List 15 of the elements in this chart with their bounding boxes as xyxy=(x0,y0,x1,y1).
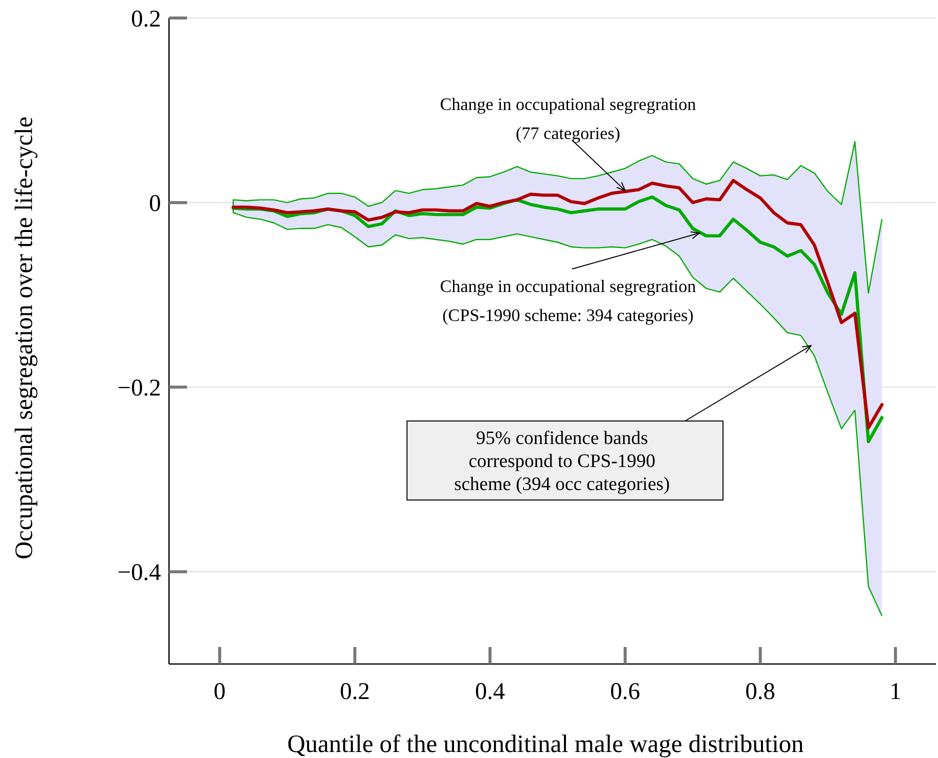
x-axis-title: Quantile of the unconditinal male wage distribution xyxy=(287,731,804,758)
x-tick-label: 0.6 xyxy=(610,679,640,705)
y-tick-label: 0.2 xyxy=(131,6,161,32)
annotation: Change in occupational segregration (77 categories) xyxy=(440,94,696,143)
x-tick-label: 0.8 xyxy=(745,679,776,705)
y-tick-label: 0 xyxy=(149,190,161,217)
x-tick-label: 0.2 xyxy=(340,679,370,705)
x-tick-label: 0 xyxy=(214,679,226,705)
y-axis-title: Occupational segregation over the life-cycle xyxy=(11,116,38,560)
x-tick-label: 1 xyxy=(889,679,902,705)
y-tick-label: −0.4 xyxy=(117,560,161,586)
annotation: Change in occupational segregration (CPS-1990 scheme: 394 categories) xyxy=(440,276,696,325)
y-tick-label: −0.2 xyxy=(117,376,161,402)
x-tick-label: 0.4 xyxy=(474,679,505,705)
annotation: 95% confidence bands correspond to CPS-1990 scheme (394 occ categories) xyxy=(454,428,670,495)
